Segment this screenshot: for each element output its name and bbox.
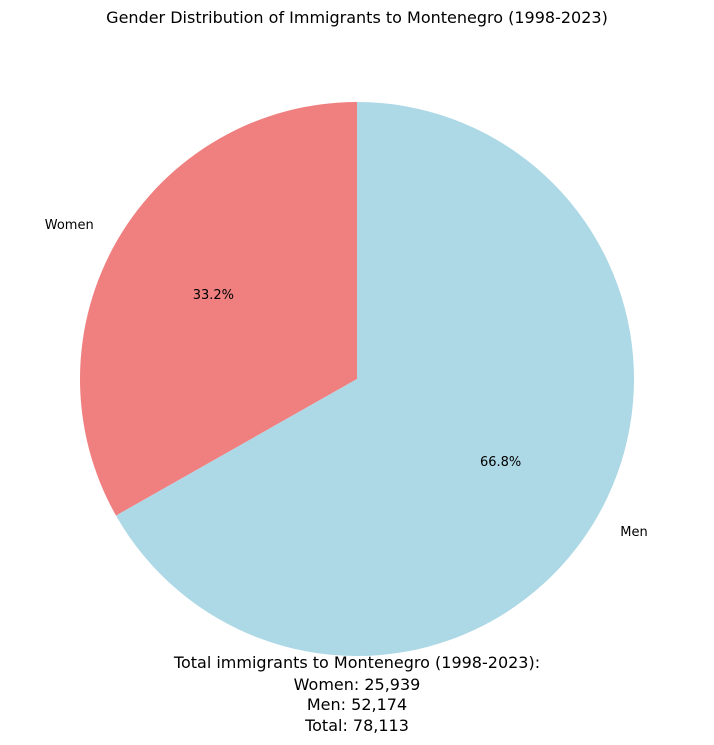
summary-line-heading: Total immigrants to Montenegro (1998-202…: [173, 653, 540, 672]
summary-line-total: Total: 78,113: [304, 716, 409, 735]
summary-line-men: Men: 52,174: [307, 695, 407, 714]
chart-title: Gender Distribution of Immigrants to Mon…: [106, 8, 608, 27]
pie-slice-women: [79, 102, 358, 516]
slice-percent-women: 33.2%: [193, 288, 234, 303]
slice-label-men: Men: [620, 525, 647, 540]
pie-slices: [79, 102, 635, 656]
slice-label-women: Women: [45, 218, 94, 233]
pie-slice-men: [116, 102, 635, 656]
summary-line-women: Women: 25,939: [294, 675, 421, 694]
summary-annotation: Total immigrants to Montenegro (1998-202…: [173, 653, 540, 735]
pie-labels: Women 33.2% Men 66.8%: [45, 218, 648, 540]
slice-percent-men: 66.8%: [480, 455, 521, 470]
